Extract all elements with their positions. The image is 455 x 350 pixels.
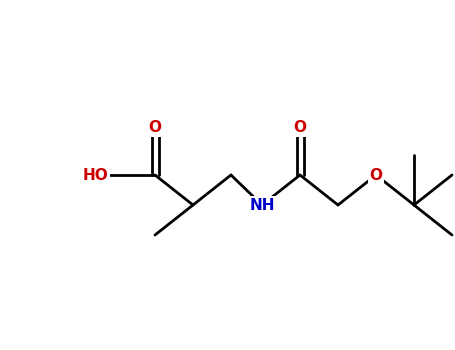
Text: O: O <box>369 168 383 182</box>
Text: O: O <box>148 120 162 135</box>
Text: HO: HO <box>83 168 109 182</box>
Text: O: O <box>293 120 307 135</box>
Text: NH: NH <box>249 197 275 212</box>
